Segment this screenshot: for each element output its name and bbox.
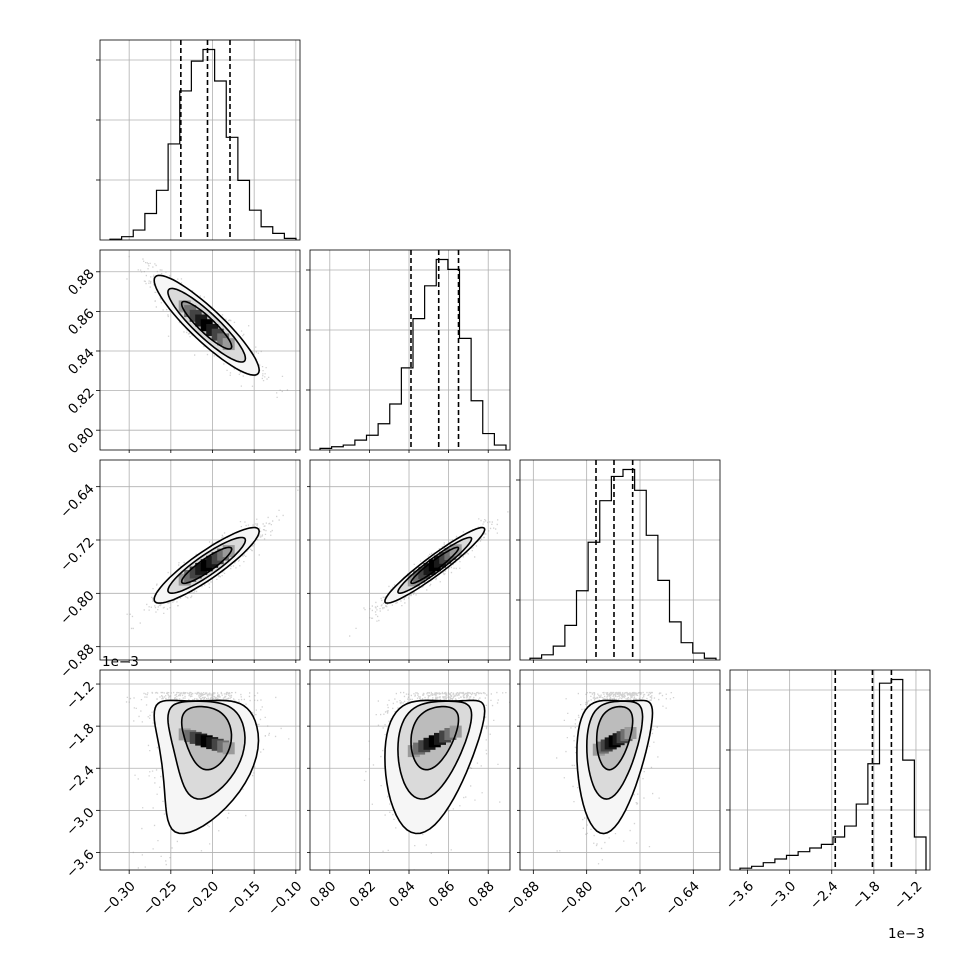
histogram-frame-3 [729,669,931,871]
histogram-panel-1 [306,249,511,451]
density-panel-2-0 [99,459,301,661]
x-tick-label: −1.2 [891,878,925,912]
histogram-0 [109,48,297,240]
x-tick-label: −0.30 [98,878,139,919]
density-content [310,670,510,870]
x-tick-label: −0.20 [182,878,223,919]
x-tick-label: −0.25 [140,878,181,919]
y-tick-label: −0.72 [57,534,98,575]
contour-line-2 [180,546,233,585]
contour-line-1 [167,287,247,363]
x-tick-label: −3.0 [765,878,799,912]
y-tick-label: 0.86 [65,306,98,339]
density-frame-1-0 [99,249,301,451]
y-tick-label: −0.64 [57,481,98,522]
histogram-2 [529,468,717,660]
contour-line-2 [595,705,634,771]
density-panel-3-2 [519,669,721,871]
contour-line-1 [397,700,473,800]
histogram-panel-0 [96,39,301,241]
y-tick-label: −1.2 [63,678,97,712]
density-panel-3-1 [309,669,511,871]
y-tick-label: 0.82 [65,385,98,418]
contour-line-0 [153,699,260,835]
density-panel-1-0 [99,249,301,451]
density-content [310,460,510,660]
x-tick-label: 0.82 [346,878,379,911]
density-content [100,670,300,870]
contour-line-0 [384,526,486,604]
contour-line-1 [167,536,247,594]
x-tick-label: 0.84 [386,878,419,911]
histogram-3 [739,678,927,870]
x-tick-label: −0.64 [662,878,703,919]
x-tick-label: −1.8 [849,878,883,912]
x-tick-label: −0.88 [502,878,543,919]
contour-line-2 [180,705,233,771]
x-tick-label: 0.88 [465,878,498,911]
density-content [520,670,720,870]
y-offset-label: 1e−3 [102,654,139,670]
contour-line-2 [180,300,233,350]
y-tick-label: −1.8 [63,720,97,754]
density-frame-3-0 [99,669,301,871]
density-frame-2-1 [309,459,511,661]
x-tick-label: −0.80 [556,878,597,919]
contour-line-1 [167,700,246,800]
x-tick-label: −2.4 [807,878,841,912]
histogram-frame-1 [309,249,511,451]
contour-line-1 [397,536,473,594]
x-tick-label: −3.6 [723,878,757,912]
y-tick-label: 0.84 [65,345,98,378]
x-tick-label: 0.86 [426,878,459,911]
density-frame-2-0 [99,459,301,661]
contour-line-0 [576,699,654,835]
contour-line-0 [153,274,261,376]
x-tick-label: 0.80 [307,878,340,911]
contour-line-1 [585,700,644,800]
contour-line-0 [153,526,261,604]
y-tick-label: −2.4 [63,763,97,797]
contour-line-2 [410,546,460,585]
histogram-panel-2 [516,459,721,661]
density-panel-2-1 [309,459,511,661]
y-tick-label: 0.88 [65,266,98,299]
x-tick-label: −0.10 [265,878,306,919]
y-tick-label: −3.0 [63,805,97,839]
density-panel-3-0 [99,669,301,871]
x-offset-label: 1e−3 [888,926,925,942]
histogram-panel-3 [726,669,931,871]
density-content [100,460,300,660]
y-tick-label: 0.80 [65,425,98,458]
histogram-1 [319,258,507,450]
contour-line-2 [410,705,460,771]
histogram-frame-2 [519,459,721,661]
density-content [100,250,300,450]
y-tick-label: −3.6 [63,847,97,881]
density-frame-3-2 [519,669,721,871]
x-tick-label: −0.15 [223,878,264,919]
y-tick-label: −0.80 [57,588,98,629]
histogram-frame-0 [99,39,301,241]
x-tick-label: −0.72 [609,878,650,919]
contour-line-0 [384,699,486,835]
y-tick-label: −0.88 [57,641,98,682]
density-frame-3-1 [309,669,511,871]
